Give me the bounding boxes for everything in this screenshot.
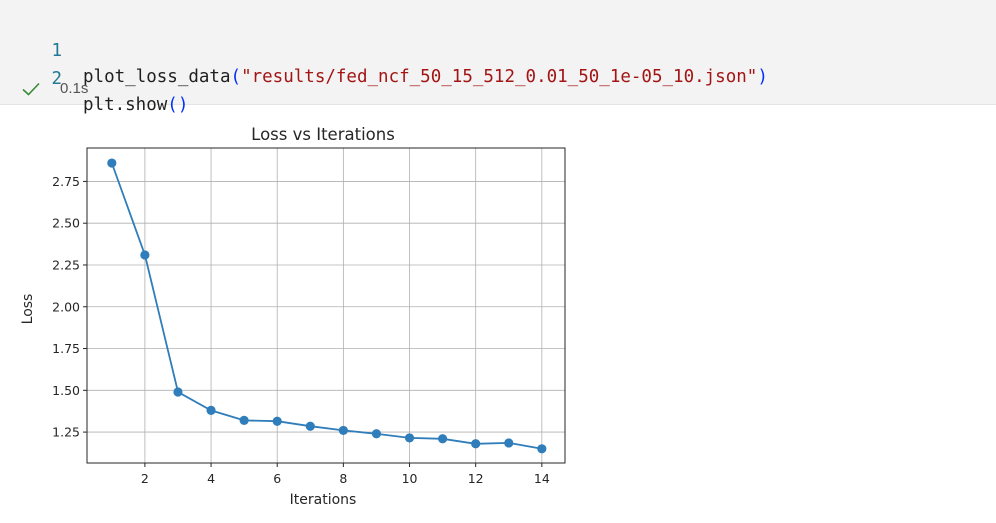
x-tick-label: 4: [207, 471, 215, 486]
code-text: plot_loss_data("results/fed_ncf_50_15_51…: [83, 67, 768, 87]
data-point: [107, 158, 117, 168]
data-point: [438, 434, 448, 444]
x-tick-label: 8: [339, 471, 347, 486]
data-point: [504, 438, 514, 448]
y-tick-label: 1.75: [52, 341, 80, 356]
y-tick-label: 2.50: [52, 216, 80, 231]
code-text: plt.show(): [83, 95, 189, 115]
data-point: [471, 439, 481, 449]
y-tick-label: 2.75: [52, 174, 80, 189]
data-point: [272, 416, 282, 426]
execution-time: 0.1s: [60, 80, 89, 97]
code-line-1[interactable]: 1 plot_loss_data("results/fed_ncf_50_15_…: [0, 12, 767, 87]
data-point: [305, 421, 315, 431]
data-point: [140, 250, 150, 260]
x-tick-label: 2: [141, 471, 149, 486]
code-cell-input[interactable]: 1 plot_loss_data("results/fed_ncf_50_15_…: [0, 0, 996, 115]
x-tick-label: 6: [273, 471, 281, 486]
data-point: [338, 425, 348, 436]
data-point: [404, 433, 415, 443]
x-tick-label: 14: [534, 471, 550, 486]
axis-ticks: 2 4 6 8 10 12 14 1.25 1.50 1.75 2.00 2.25 2.50 2.75: [52, 174, 550, 486]
y-axis-label: Loss: [20, 294, 36, 325]
chart-title: Loss vs Iterations: [251, 125, 395, 144]
data-point: [173, 387, 183, 397]
y-tick-label: 1.50: [52, 383, 80, 398]
x-axis-label: Iterations: [290, 492, 357, 508]
cell-output: Loss vs Iterations 2 4 6 8 10 12 14 1.25 1.50 1.7…: [0, 106, 996, 518]
code-line-2[interactable]: 2 plt.show(): [0, 40, 188, 115]
y-tick-label: 2.00: [52, 299, 80, 314]
series-line: [107, 158, 547, 454]
check-icon: [22, 82, 40, 96]
x-tick-label: 10: [402, 471, 418, 486]
loss-chart: Loss vs Iterations 2 4 6 8 10 12 14 1.25 1.50 1.7…: [20, 125, 566, 508]
series-polyline: [110, 162, 542, 450]
data-point: [206, 405, 216, 415]
plot-area: [86, 147, 566, 464]
data-point: [239, 415, 249, 425]
y-tick-label: 2.25: [52, 257, 80, 272]
grid-lines: [87, 148, 565, 463]
line-number: 1: [51, 41, 62, 61]
data-point: [371, 429, 382, 439]
line-number: 2: [51, 69, 62, 89]
x-tick-label: 12: [468, 471, 484, 486]
y-tick-label: 1.25: [52, 425, 80, 440]
data-point: [537, 444, 547, 454]
